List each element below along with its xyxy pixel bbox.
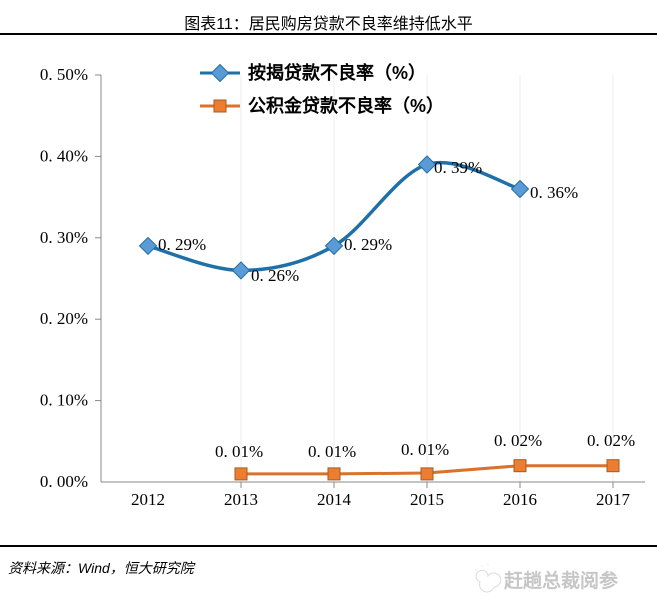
- svg-text:0. 29%: 0. 29%: [344, 235, 392, 254]
- svg-text:0. 26%: 0. 26%: [251, 266, 299, 285]
- svg-text:0. 50%: 0. 50%: [40, 65, 88, 84]
- svg-text:0. 10%: 0. 10%: [40, 391, 88, 410]
- svg-text:公积金贷款不良率（%）: 公积金贷款不良率（%）: [248, 95, 444, 116]
- svg-text:0. 01%: 0. 01%: [401, 440, 449, 459]
- svg-text:2013: 2013: [224, 490, 258, 509]
- svg-text:2012: 2012: [131, 490, 165, 509]
- svg-text:2017: 2017: [596, 490, 631, 509]
- svg-text:0. 01%: 0. 01%: [215, 442, 263, 461]
- svg-text:0. 02%: 0. 02%: [587, 431, 635, 450]
- svg-text:0. 00%: 0. 00%: [40, 472, 88, 491]
- svg-text:0. 39%: 0. 39%: [434, 158, 482, 177]
- svg-text:0. 40%: 0. 40%: [40, 146, 88, 165]
- svg-text:2016: 2016: [503, 490, 537, 509]
- svg-text:2014: 2014: [317, 490, 352, 509]
- svg-text:按揭贷款不良率（%）: 按揭贷款不良率（%）: [248, 62, 426, 83]
- svg-text:2015: 2015: [410, 490, 444, 509]
- svg-text:0. 20%: 0. 20%: [40, 309, 88, 328]
- svg-text:赶趟总裁阅参: 赶趟总裁阅参: [503, 569, 618, 592]
- svg-text:0. 02%: 0. 02%: [494, 431, 542, 450]
- svg-text:0. 29%: 0. 29%: [158, 235, 206, 254]
- svg-text:0. 01%: 0. 01%: [308, 442, 356, 461]
- svg-text:0. 36%: 0. 36%: [530, 183, 578, 202]
- svg-text:0. 30%: 0. 30%: [40, 228, 88, 247]
